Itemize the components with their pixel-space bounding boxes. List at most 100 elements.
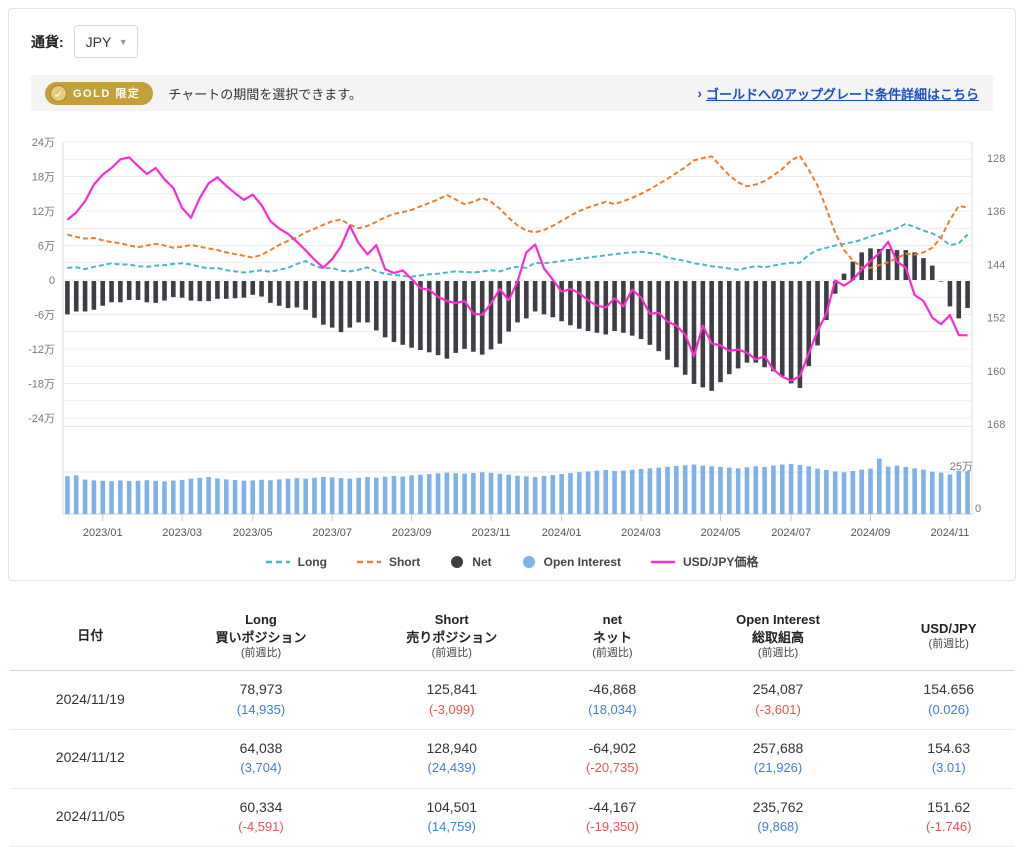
net-bar: [806, 281, 812, 367]
x-axis-label: 2023/03: [162, 527, 202, 539]
left-axis-label: -24万: [28, 413, 55, 425]
net-bar: [824, 281, 829, 321]
open-interest-bar: [82, 479, 88, 514]
x-axis-label: 2024/01: [542, 527, 582, 539]
net-bar: [815, 281, 820, 346]
open-interest-bar: [162, 481, 167, 514]
legend-item-long[interactable]: Long: [265, 554, 327, 569]
net-bar: [171, 281, 176, 298]
cell-value: -44,167: [588, 798, 637, 815]
x-axis-label: 2023/05: [233, 527, 273, 539]
open-interest-bar: [541, 476, 547, 514]
net-bar: [753, 281, 759, 363]
cell-change: (18,034): [588, 701, 637, 717]
open-interest-bar: [568, 473, 573, 514]
net-bar: [956, 281, 962, 319]
gold-upgrade-link-text: ゴールドへのアップグレード条件詳細はこちら: [705, 86, 979, 102]
left-axis-label: -6万: [34, 310, 55, 322]
net-bar: [929, 265, 935, 280]
open-interest-bar: [215, 478, 220, 514]
open-interest-bar: [824, 469, 829, 514]
net-bar: [409, 281, 414, 348]
open-interest-bar: [506, 474, 511, 514]
net-bar: [576, 281, 582, 329]
open-interest-bar: [947, 474, 953, 514]
open-interest-bar: [250, 480, 256, 514]
net-bar: [744, 281, 750, 363]
open-interest-bar: [691, 464, 697, 514]
legend-item-short[interactable]: Short: [356, 554, 421, 569]
open-interest-bar: [850, 470, 856, 514]
open-interest-bar: [223, 479, 229, 514]
net-bar: [771, 281, 776, 372]
legend-label: Open Interest: [543, 554, 621, 569]
legend-item-net[interactable]: Net: [450, 555, 492, 569]
open-interest-bar: [312, 477, 317, 514]
open-interest-bar: [65, 476, 70, 514]
open-interest-bar: [515, 475, 520, 514]
open-interest-bar: [762, 466, 767, 514]
open-interest-bar: [294, 478, 300, 514]
cell-value: 128,940: [426, 739, 478, 756]
value-cell: 257,688 (21,926): [672, 729, 884, 789]
legend-label: Short: [388, 554, 421, 569]
open-interest-bar: [938, 472, 944, 514]
cell-value: 257,688: [752, 739, 804, 756]
open-interest-bar: [488, 472, 494, 514]
open-interest-bar: [329, 477, 335, 514]
value-cell: 125,841 (-3,099): [351, 670, 553, 730]
open-interest-bar: [126, 481, 132, 514]
chart-legend: Long Short Net Open Interest USD/JPY価格: [9, 553, 1015, 570]
open-interest-bar: [418, 474, 423, 514]
net-bar: [462, 281, 467, 349]
left-axis-label: -12万: [28, 344, 55, 356]
open-interest-bar: [656, 467, 662, 514]
date-cell: 2024/11/12: [10, 729, 171, 789]
value-cell: 128,940 (24,439): [351, 729, 553, 789]
legend-label: Long: [297, 554, 327, 569]
cell-change: (24,439): [427, 760, 476, 776]
currency-select[interactable]: JPY ▼: [73, 25, 138, 58]
open-interest-bar: [532, 477, 538, 514]
net-bar: [276, 281, 282, 306]
net-bar: [497, 281, 503, 344]
open-interest-bar: [285, 478, 291, 514]
open-interest-bar: [797, 464, 803, 514]
net-bar: [524, 281, 529, 319]
open-interest-bar: [921, 469, 926, 514]
net-bar: [391, 281, 397, 342]
column-header: Open Interest 総取組高 (前週比): [672, 601, 884, 671]
net-bar: [232, 281, 238, 299]
net-bar: [426, 281, 432, 353]
net-bar: [444, 281, 450, 359]
chart-svg: 24万 18万 12万 6万 0 -6万 -12万 -18万 -24万 128 136 144 152 1…: [28, 137, 1005, 539]
open-interest-bar: [682, 465, 688, 514]
open-interest-bar: [426, 474, 432, 514]
gold-banner: GOLD 限定 チャートの期間を選択できます。 › ゴールドへのアップグレード条…: [31, 75, 993, 111]
net-bar: [100, 281, 106, 306]
short-legend-marker: [356, 560, 381, 563]
cell-value: 104,501: [426, 798, 478, 815]
open-interest-bar: [206, 477, 211, 514]
net-bar: [841, 273, 847, 280]
gold-badge: GOLD 限定: [45, 81, 154, 105]
net-bar: [559, 281, 564, 322]
cell-value: 151.62: [927, 798, 971, 815]
right-axis-label: 144: [987, 259, 1005, 271]
net-bar: [250, 281, 256, 295]
legend-item-usdjpy[interactable]: USD/JPY価格: [651, 553, 758, 570]
right-axis-label: 152: [987, 313, 1005, 325]
table-row: 2024/11/12 64,038 (3,704) 128,940 (24,439) -6…: [10, 729, 1014, 789]
value-cell: 104,501 (14,759): [351, 788, 553, 847]
open-interest-bar: [471, 473, 476, 514]
net-bar: [850, 261, 856, 280]
net-bar: [259, 281, 264, 297]
net-bar: [109, 281, 114, 303]
open-interest-bar: [497, 473, 503, 514]
open-interest-bar: [365, 477, 370, 514]
legend-item-open_interest[interactable]: Open Interest: [522, 555, 621, 569]
net-bar: [656, 281, 662, 352]
left-axis-label: 24万: [32, 137, 55, 149]
gold-upgrade-link[interactable]: › ゴールドへのアップグレード条件詳細はこちら: [697, 84, 979, 103]
open-interest-bar: [585, 471, 591, 514]
